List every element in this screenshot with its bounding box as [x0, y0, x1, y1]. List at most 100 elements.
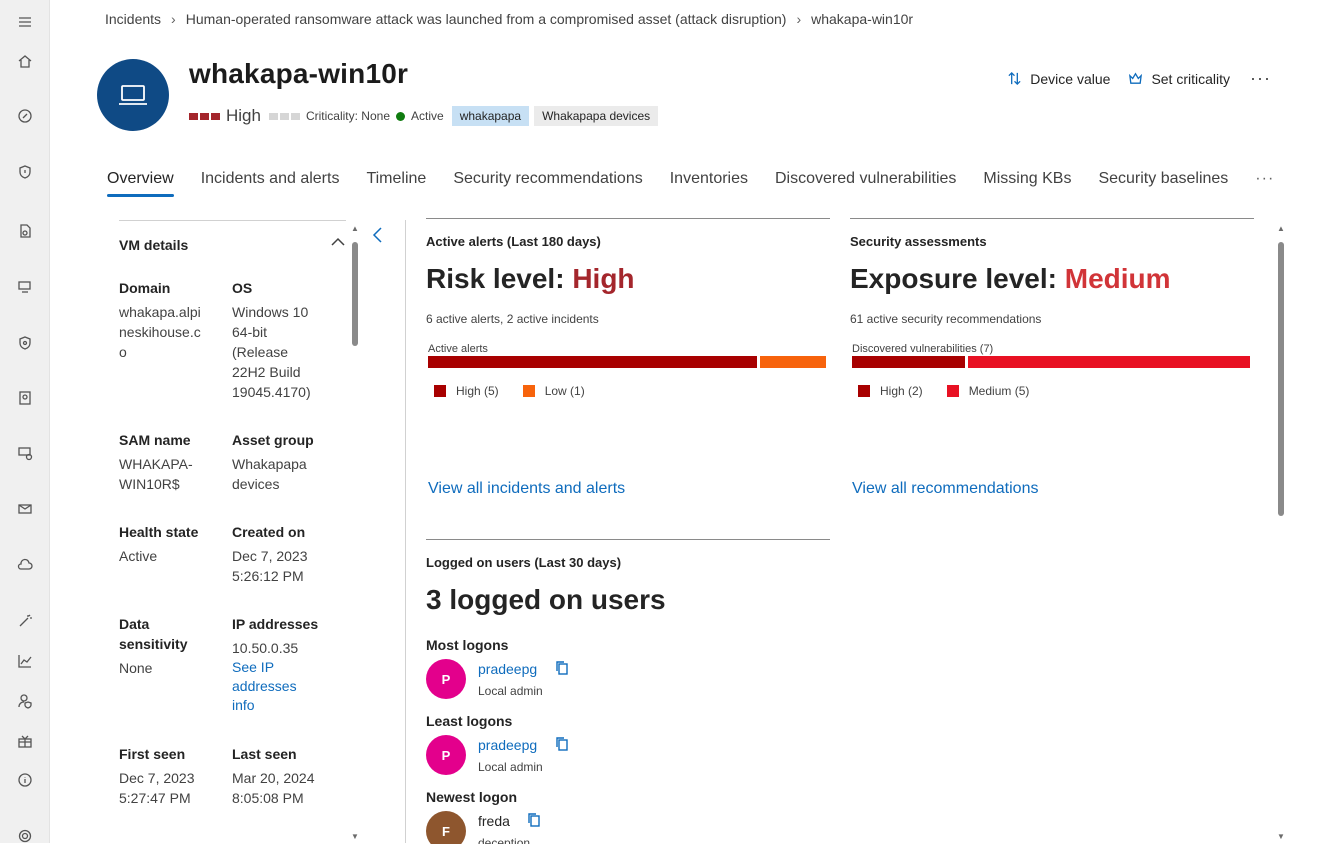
side-panel-scrollbar[interactable]: ▲ ▼: [351, 224, 359, 841]
user-name: freda: [478, 813, 510, 829]
device-meta: High Criticality: None Active whakapapa …: [189, 105, 659, 127]
field-value: None: [119, 660, 153, 676]
tab-inventories[interactable]: Inventories: [669, 170, 748, 187]
most-logons-label: Most logons: [426, 637, 509, 653]
copy-icon[interactable]: [555, 660, 569, 676]
home-icon[interactable]: [13, 49, 37, 73]
exposure-level: Exposure level: Medium: [850, 263, 1171, 295]
user-link[interactable]: pradeepg: [478, 737, 538, 753]
device-value-button[interactable]: Device value: [1007, 71, 1110, 87]
assessments-summary: 61 active security recommendations: [850, 312, 1042, 326]
device-avatar: [97, 59, 169, 131]
collapse-section-button[interactable]: [330, 235, 346, 247]
view-recommendations-link[interactable]: View all recommendations: [852, 480, 1039, 497]
device-value-label: Device value: [1030, 70, 1111, 87]
legend-label: High (5): [456, 384, 499, 398]
shield-icon[interactable]: [13, 160, 37, 184]
identity-icon[interactable]: [13, 386, 37, 410]
field-last-seen: Last seen Mar 20, 2024 8:05:08 PM: [232, 744, 320, 808]
tab-incidents-alerts[interactable]: Incidents and alerts: [200, 170, 340, 187]
field-label: Last seen: [232, 746, 297, 762]
newest-logon-label: Newest logon: [426, 789, 518, 805]
field-label: OS: [232, 280, 253, 296]
view-incidents-alerts-link[interactable]: View all incidents and alerts: [428, 480, 626, 497]
chevron-right-icon: ›: [796, 11, 802, 27]
tab-missing-kbs[interactable]: Missing KBs: [983, 170, 1072, 187]
set-criticality-label: Set criticality: [1151, 70, 1231, 87]
settings-icon[interactable]: [13, 824, 37, 848]
collapse-panel-button[interactable]: [371, 226, 385, 244]
user-link[interactable]: pradeepg: [478, 661, 538, 677]
chevron-up-icon: [331, 237, 345, 246]
field-value: Active: [119, 548, 158, 564]
avatar: F: [426, 811, 466, 844]
info-icon[interactable]: [13, 768, 37, 792]
bar-segment-medium[interactable]: [967, 356, 1250, 368]
laptop-icon: [119, 85, 147, 105]
field-value: WHAKAPA-WIN10R$: [119, 456, 193, 492]
chevron-left-icon: [372, 227, 382, 243]
breadcrumb-incidents[interactable]: Incidents: [105, 11, 162, 27]
field-os: OS Windows 10 64-bit (Release 22H2 Build…: [232, 278, 320, 402]
cloud-icon[interactable]: [13, 553, 37, 577]
legend-item-medium: Medium (5): [946, 384, 1029, 398]
bar-segment-high[interactable]: [852, 356, 965, 368]
wand-icon[interactable]: [13, 609, 37, 633]
field-first-seen: First seen Dec 7, 2023 5:27:47 PM: [119, 744, 219, 808]
tag-whakapapa-devices[interactable]: Whakapapa devices: [534, 106, 659, 126]
chart-icon[interactable]: [13, 649, 37, 673]
copy-icon[interactable]: [555, 736, 569, 752]
incidents-icon[interactable]: [13, 104, 37, 128]
field-domain: Domain whakapa.alpineskihouse.co: [119, 278, 204, 362]
devices-icon[interactable]: [13, 275, 37, 299]
scrollbar-thumb[interactable]: [1278, 242, 1284, 516]
tab-overview[interactable]: Overview: [107, 170, 174, 197]
field-label: First seen: [119, 746, 186, 762]
legend-label: Low (1): [544, 384, 585, 398]
tab-timeline[interactable]: Timeline: [366, 170, 427, 187]
scroll-up-icon[interactable]: ▲: [351, 224, 359, 233]
main-scrollbar[interactable]: ▲ ▼: [1277, 224, 1285, 841]
alerts-bar: [428, 356, 826, 368]
mail-icon[interactable]: [13, 497, 37, 521]
scroll-down-icon[interactable]: ▼: [1277, 832, 1285, 841]
tab-security-recommendations[interactable]: Security recommendations: [453, 170, 643, 187]
breadcrumb-incident[interactable]: Human-operated ransomware attack was lau…: [185, 11, 787, 27]
logged-on-users-card: Logged on users (Last 30 days) 3 logged …: [426, 539, 830, 844]
tabs-more-button[interactable]: ···: [1255, 170, 1275, 187]
user-shield-icon[interactable]: [13, 689, 37, 713]
tab-discovered-vulnerabilities[interactable]: Discovered vulnerabilities: [775, 170, 957, 187]
header-actions: Device value Set criticality ···: [989, 68, 1271, 89]
security-icon[interactable]: [13, 331, 37, 355]
tag-whakapapa[interactable]: whakapapa: [451, 106, 530, 126]
scroll-down-icon[interactable]: ▼: [351, 832, 359, 841]
tab-security-baselines[interactable]: Security baselines: [1098, 170, 1229, 187]
card-header: Active alerts (Last 180 days): [426, 234, 601, 249]
gift-icon[interactable]: [13, 729, 37, 753]
endpoint-icon[interactable]: [13, 441, 37, 465]
set-criticality-button[interactable]: Set criticality: [1128, 71, 1230, 87]
see-ip-addresses-link[interactable]: See IP addresses info: [232, 659, 297, 713]
menu-icon[interactable]: [13, 10, 37, 34]
least-logons-label: Least logons: [426, 713, 513, 729]
bar-segment-high[interactable]: [428, 356, 758, 368]
vulnerabilities-legend: High (2) Medium (5): [858, 384, 1053, 398]
chevron-right-icon: ›: [171, 11, 176, 27]
severity-high-icon: [189, 112, 220, 120]
field-label: SAM name: [119, 432, 191, 448]
copy-icon[interactable]: [527, 812, 541, 828]
scroll-up-icon[interactable]: ▲: [1277, 224, 1285, 233]
field-label: Asset group: [232, 432, 314, 448]
bar-segment-low[interactable]: [760, 356, 826, 368]
field-label: IP addresses: [232, 616, 319, 632]
breadcrumb: Incidents › Human-operated ransomware atta…: [105, 11, 913, 27]
file-search-icon[interactable]: [13, 219, 37, 243]
more-actions-button[interactable]: ···: [1250, 68, 1271, 88]
field-value: Windows 10 64-bit (Release 22H2 Build 19…: [232, 304, 311, 400]
field-ip-addresses: IP addresses 10.50.0.35 See IP addresses…: [232, 614, 320, 715]
bar-label: Discovered vulnerabilities (7): [852, 343, 994, 355]
field-value: 10.50.0.35: [232, 640, 299, 656]
scrollbar-thumb[interactable]: [352, 242, 358, 346]
page-title: whakapa-win10r: [189, 58, 409, 89]
status-dot-icon: [396, 111, 405, 121]
